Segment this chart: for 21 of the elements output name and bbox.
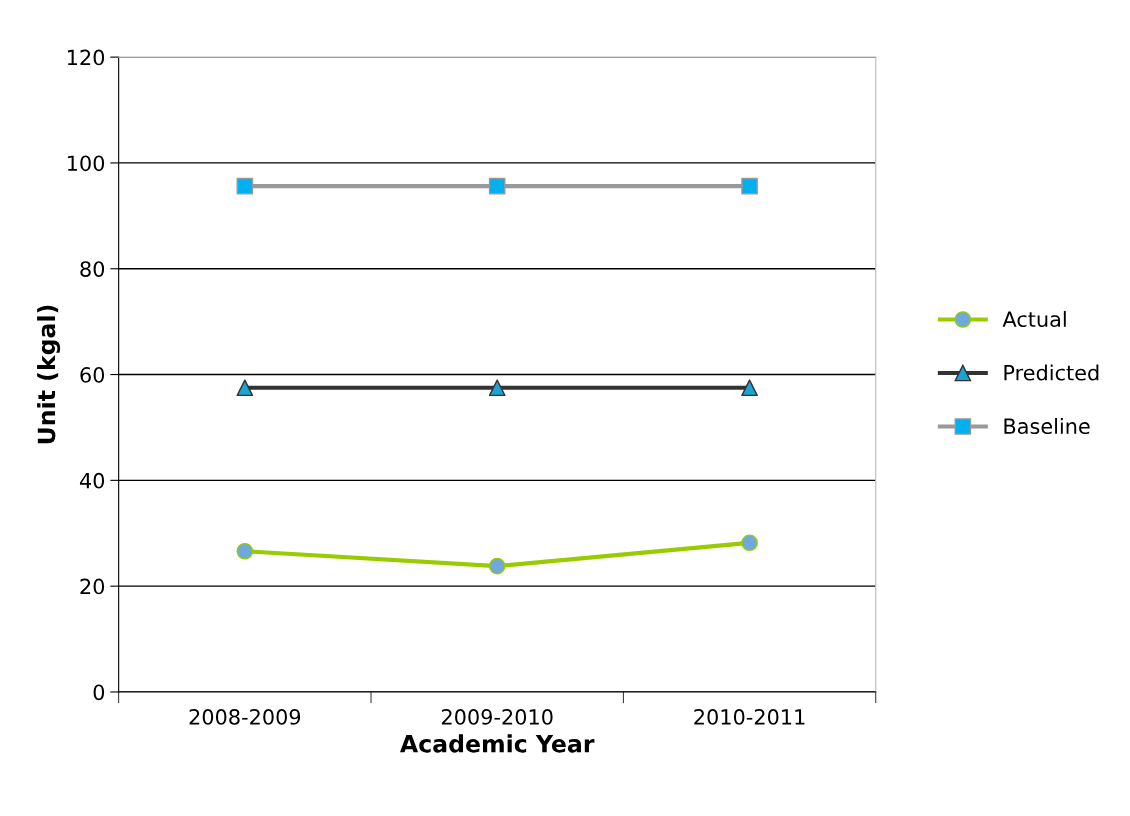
x-tick-label: 2009-2010 <box>441 709 553 725</box>
y-tick-label: 80 <box>80 261 105 277</box>
legend-label: Actual <box>1002 310 1066 328</box>
point <box>741 177 758 195</box>
point <box>488 379 506 397</box>
x-tick-label: 2010-2011 <box>694 709 805 725</box>
point <box>236 177 254 195</box>
x-axis-title: Academic Year <box>400 734 595 753</box>
y-tick-label: 60 <box>80 367 105 383</box>
y-tick-label: 120 <box>67 49 105 66</box>
legend-label: Baseline <box>1004 417 1090 435</box>
point <box>236 379 254 397</box>
y-axis-title: Unit (kgal) <box>37 305 61 444</box>
y-tick-label: 20 <box>80 578 105 595</box>
point <box>488 177 506 195</box>
legend-label: Predicted <box>1004 364 1099 381</box>
point <box>741 379 758 397</box>
y-tick-label: 0 <box>93 684 105 701</box>
y-tick-label: 100 <box>67 155 105 172</box>
y-tick-label: 40 <box>79 472 105 489</box>
x-tick-label: 2008-2009 <box>189 709 301 725</box>
